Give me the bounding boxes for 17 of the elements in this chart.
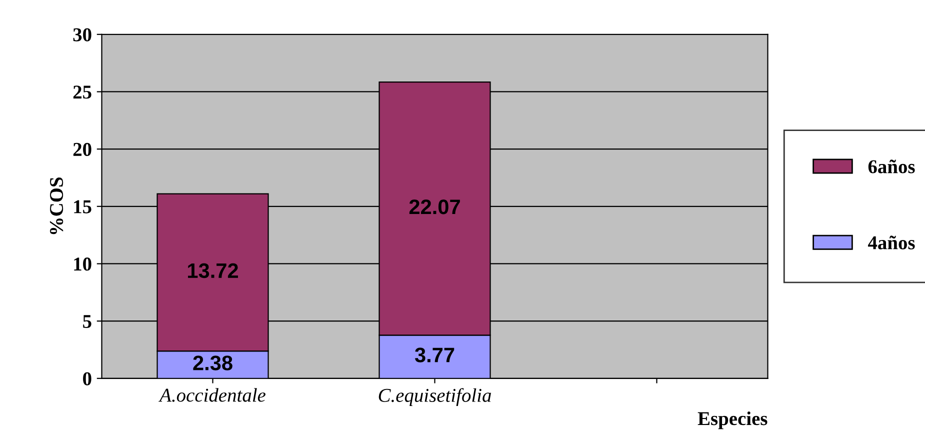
data-label: 13.72 [188,263,238,278]
legend-label: 4años [868,236,915,250]
y-tick-label: 15 [74,200,92,214]
y-axis-title: %COS [50,178,64,234]
data-label: 2.38 [193,356,232,370]
data-label: 22.07 [409,199,460,214]
y-tick-label: 30 [73,28,92,42]
y-tick-label: 0 [83,372,92,386]
y-tick-label: 5 [83,315,92,328]
x-tick-label: A.occidentale [158,388,266,402]
y-tick-label: 10 [74,258,92,271]
y-tick-label: 20 [73,142,92,156]
x-axis-title: Especies [698,412,768,430]
y-tick-label: 25 [73,86,92,99]
data-label: 3.77 [414,348,454,362]
x-tick-label: C.equisetifolia [378,388,491,406]
legend-label: 6años [868,160,915,174]
